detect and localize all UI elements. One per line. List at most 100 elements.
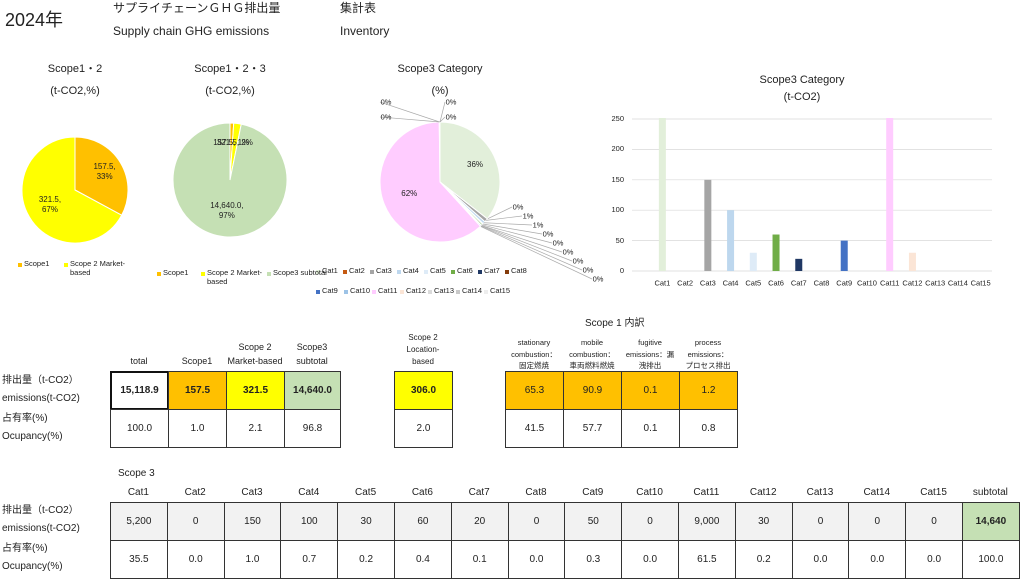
leader-line [439, 116, 446, 123]
data-label: 0% [445, 112, 457, 122]
column-header: Cat4 [298, 487, 320, 498]
table-cell: 0 [166, 502, 225, 541]
data-label: 0% [512, 202, 524, 212]
table-cell: 0 [848, 502, 907, 541]
x-tick-label: Cat9 [836, 278, 853, 288]
row-label: 排出量（t-CO2） [2, 375, 79, 386]
leader-line [439, 101, 446, 123]
table-cell: 0.1 [621, 409, 680, 448]
table-cell: 1.2 [679, 371, 738, 410]
table-cell: 30 [337, 502, 395, 541]
legend-swatch [478, 270, 482, 274]
pie-slice [172, 122, 288, 238]
data-label: 0% [562, 247, 574, 257]
data-label: 0% [592, 274, 604, 284]
x-tick-label: Cat12 [902, 278, 923, 288]
x-tick-label: Cat1 [654, 278, 671, 288]
table-cell: 90.9 [563, 371, 622, 410]
table-cell: 0.0 [166, 540, 225, 579]
column-header: stationary combustion： 固定燃焼 [511, 338, 557, 370]
legend-label: Cat1 [322, 266, 338, 275]
title-jp: サプライチェーンＧＨＧ排出量 [113, 1, 281, 15]
legend-swatch [428, 290, 432, 294]
leader-line [487, 206, 513, 220]
x-tick-label: Cat3 [699, 278, 716, 288]
table-cell: 306.0 [394, 371, 453, 410]
table-cell: 14,640.0 [284, 371, 341, 410]
legend-swatch [397, 270, 401, 274]
bar [704, 179, 712, 271]
table-cell: 150 [223, 502, 282, 541]
chart-title: Scope1・2・3 [194, 63, 266, 76]
legend-label: Scope3 subtotal [273, 268, 327, 277]
data-label: 14,640.0, 97% [210, 201, 244, 221]
table-cell: 2.1 [226, 409, 285, 448]
column-header: Cat12 [749, 487, 777, 498]
legend-swatch [343, 270, 347, 274]
table-cell: 0.0 [791, 540, 850, 579]
x-tick-label: Cat10 [856, 278, 877, 288]
table-cell: 96.8 [284, 409, 341, 448]
bar [886, 118, 894, 271]
legend-label: Cat14 [462, 286, 483, 295]
table-cell: 0 [507, 502, 566, 541]
chart-subtitle: (t-CO2) [783, 91, 821, 104]
subtitle-en: Inventory [340, 24, 390, 38]
bar [749, 252, 757, 271]
legend-label: Cat4 [403, 266, 419, 275]
x-tick-label: Cat15 [970, 278, 991, 288]
legend-swatch [370, 270, 374, 274]
leader-line [379, 101, 440, 123]
leader-line [481, 225, 563, 253]
legend-swatch [484, 290, 488, 294]
row-label: 占有率(%) [2, 413, 48, 424]
table-cell: 35.5 [110, 540, 168, 579]
table-cell: 57.7 [563, 409, 622, 448]
table-cell: 0.1 [621, 371, 680, 410]
bar [908, 252, 916, 271]
legend-label: Cat12 [406, 286, 427, 295]
table-cell: 0 [791, 502, 850, 541]
leader-line [480, 225, 583, 271]
data-label: 0% [380, 97, 392, 107]
legend-swatch [157, 272, 161, 276]
table-cell: 100.0 [962, 540, 1020, 579]
table-cell: 100.0 [110, 409, 169, 448]
pie-slice [74, 136, 129, 216]
data-label: 0% [552, 238, 564, 248]
y-tick-label: 50 [615, 235, 624, 245]
legend-swatch [18, 263, 22, 267]
y-tick-label: 250 [611, 114, 624, 123]
legend-label: Cat6 [457, 266, 473, 275]
legend-swatch [316, 270, 320, 274]
legend-swatch [456, 290, 460, 294]
legend-swatch [451, 270, 455, 274]
legend-swatch [64, 263, 68, 267]
chart-subtitle: (t-CO2,%) [50, 85, 100, 98]
table-cell: 0.4 [394, 540, 452, 579]
table-cell: 0.2 [734, 540, 793, 579]
table-cell: 0.0 [905, 540, 963, 579]
column-header: mobile combustion： 車両燃料燃焼 [569, 338, 615, 370]
pie-slice [439, 121, 501, 220]
legend-swatch [372, 290, 376, 294]
table-cell: 0.8 [679, 409, 738, 448]
leader-line [484, 222, 533, 226]
legend-label: Cat10 [350, 286, 371, 295]
leader-line [481, 224, 553, 244]
row-label: Ocupancy(%) [2, 431, 63, 442]
table-cell: 0.3 [564, 540, 623, 579]
table-cell: 0.2 [337, 540, 395, 579]
column-header: Scope 2 Market-based [227, 342, 283, 366]
bar [658, 118, 666, 271]
table-cell: 9,000 [678, 502, 736, 541]
data-label: 321.5, 2% [216, 138, 253, 148]
legend-label: Cat3 [376, 266, 392, 275]
legend-swatch [316, 290, 320, 294]
table-cell: 0.7 [280, 540, 339, 579]
x-tick-label: Cat8 [813, 278, 830, 288]
table-cell: 0.0 [621, 540, 679, 579]
table-cell: 61.5 [678, 540, 736, 579]
leader-line [480, 226, 593, 280]
legend-label: Scope1 [163, 268, 189, 277]
